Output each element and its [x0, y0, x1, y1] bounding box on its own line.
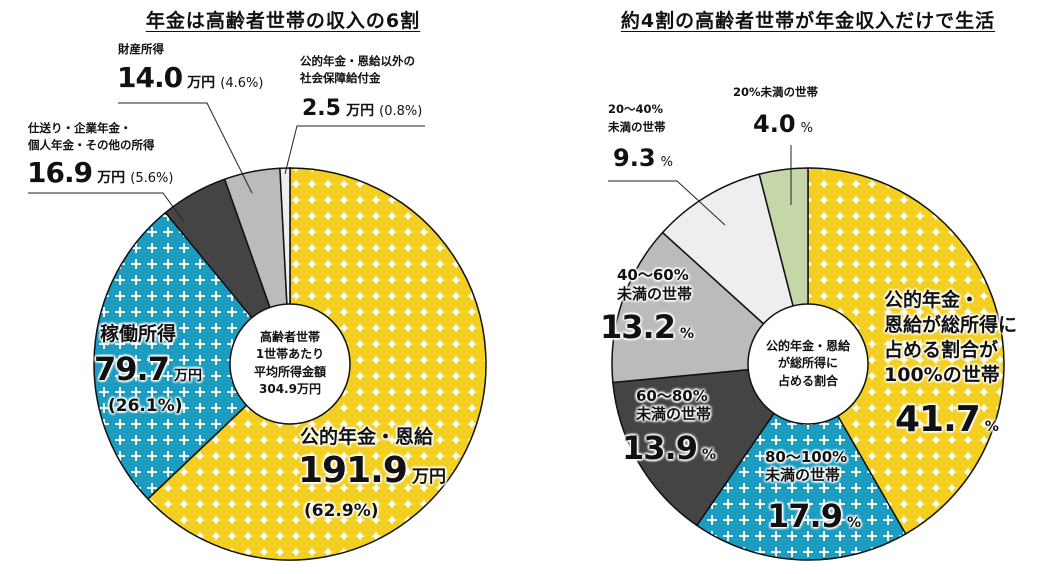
value-unit: 万円 — [174, 368, 203, 384]
label-60-80-1: 60～80% — [636, 387, 708, 405]
center-label-line: が総所得に — [777, 356, 839, 371]
label-100-2: 恩給が総所得に — [884, 314, 1018, 336]
label-remittance-1: 仕送り・企業年金・ — [28, 121, 132, 135]
label-40-60-2: 未満の世帯 — [617, 285, 693, 303]
center-label-line: 公的年金・恩給 — [765, 338, 851, 353]
value-20-40: 9.3 % — [613, 146, 673, 170]
value-40-60: 13.2 % — [600, 311, 694, 343]
value-percent: (0.8%) — [379, 104, 423, 119]
percent-pension: (62.9%) — [304, 501, 379, 521]
value-number: 79.7 — [94, 350, 170, 388]
value-80-100: 17.9 % — [767, 500, 861, 532]
chart-title-right: 約4割の高齢者世帯が年金収入だけで生活 — [620, 10, 996, 32]
value-number: 13.2 — [600, 308, 676, 346]
value-number: 41.7 — [895, 399, 981, 440]
label-80-100-1: 80～100% — [765, 448, 848, 466]
value-number: 4.0 — [753, 110, 796, 138]
value-number: 2.5 — [302, 96, 341, 121]
center-label-line: 高齢者世帯 — [259, 330, 321, 345]
label-100-4: 100%の世帯 — [884, 364, 1000, 386]
center-label-line: 占める割合 — [777, 373, 839, 388]
leader-line-20-40 — [608, 180, 726, 226]
label-20-40-2: 未満の世帯 — [608, 120, 666, 134]
center-label-right: 公的年金・恩給 が総所得に 占める割合 — [766, 338, 850, 390]
label-20-40-1: 20～40% — [608, 102, 664, 116]
value-unit: 万円 — [187, 75, 216, 91]
label-property: 財産所得 — [118, 42, 164, 56]
value-unit: % — [800, 121, 813, 136]
value-property: 14.0 万円 (4.6%) — [117, 64, 263, 92]
value-earned-income: 79.7 万円 — [94, 353, 202, 385]
value-unit: 万円 — [411, 467, 446, 487]
leader-lines — [28, 102, 792, 226]
label-pension: 公的年金・恩給 — [300, 426, 434, 448]
leader-line-property — [118, 102, 253, 194]
value-number: 13.9 — [622, 429, 698, 467]
value-percent: (5.6%) — [130, 171, 174, 186]
label-100-3: 占める割合が — [884, 339, 999, 361]
value-under20: 4.0 % — [753, 112, 813, 136]
leader-line-remittance — [28, 192, 185, 223]
label-remittance-2: 個人年金・その他の所得 — [28, 138, 155, 152]
label-40-60-1: 40～60% — [617, 266, 689, 284]
value-unit: % — [702, 447, 717, 463]
pie-slice-1-2 — [612, 363, 810, 527]
center-label-line: 平均所得金額 — [253, 365, 327, 379]
pie-chart-pension-share — [611, 167, 1005, 561]
value-unit: % — [847, 515, 862, 531]
label-60-80-2: 未満の世帯 — [636, 405, 712, 423]
value-unit: % — [660, 155, 673, 170]
value-unit: % — [680, 326, 695, 342]
center-label-line: 1世帯あたり — [255, 347, 325, 362]
center-label-left: 高齢者世帯 1世帯あたり 平均所得金額 304.9万円 — [254, 329, 326, 399]
label-80-100-2: 未満の世帯 — [765, 466, 841, 484]
label-under20: 20%未満の世帯 — [733, 85, 819, 99]
pie-slice-1-1 — [695, 362, 907, 561]
center-circle-right — [747, 303, 869, 425]
value-number: 14.0 — [117, 61, 183, 94]
center-label-line: 304.9万円 — [259, 382, 321, 397]
value-unit: % — [984, 419, 999, 435]
value-number: 9.3 — [613, 144, 656, 172]
value-number: 16.9 — [27, 156, 93, 189]
label-earned-income: 稼働所得 — [100, 323, 177, 345]
center-circle-left — [229, 303, 351, 425]
value-percent: (4.6%) — [220, 76, 264, 91]
value-pension: 191.9 万円 — [298, 453, 446, 489]
value-unit: 万円 — [97, 170, 126, 186]
value-number: 17.9 — [767, 497, 843, 535]
pie-slice-1-0 — [807, 167, 1005, 535]
value-social-security: 2.5 万円 (0.8%) — [302, 98, 422, 120]
percent-earned-income: (26.1%) — [108, 396, 183, 416]
value-remittance: 16.9 万円 (5.6%) — [27, 159, 173, 187]
pie-slice-0-1 — [93, 211, 292, 500]
chart-title-left: 年金は高齢者世帯の収入の6割 — [145, 10, 421, 32]
label-social-security-1: 公的年金・恩給以外の — [300, 54, 415, 68]
label-social-security-2: 社会保障給付金 — [300, 71, 381, 85]
value-100: 41.7 % — [895, 402, 999, 438]
label-100-1: 公的年金・ — [884, 289, 980, 311]
value-number: 191.9 — [298, 450, 408, 491]
value-unit: 万円 — [346, 103, 375, 119]
leader-line-social-security — [284, 125, 425, 175]
value-60-80: 13.9 % — [622, 432, 716, 464]
